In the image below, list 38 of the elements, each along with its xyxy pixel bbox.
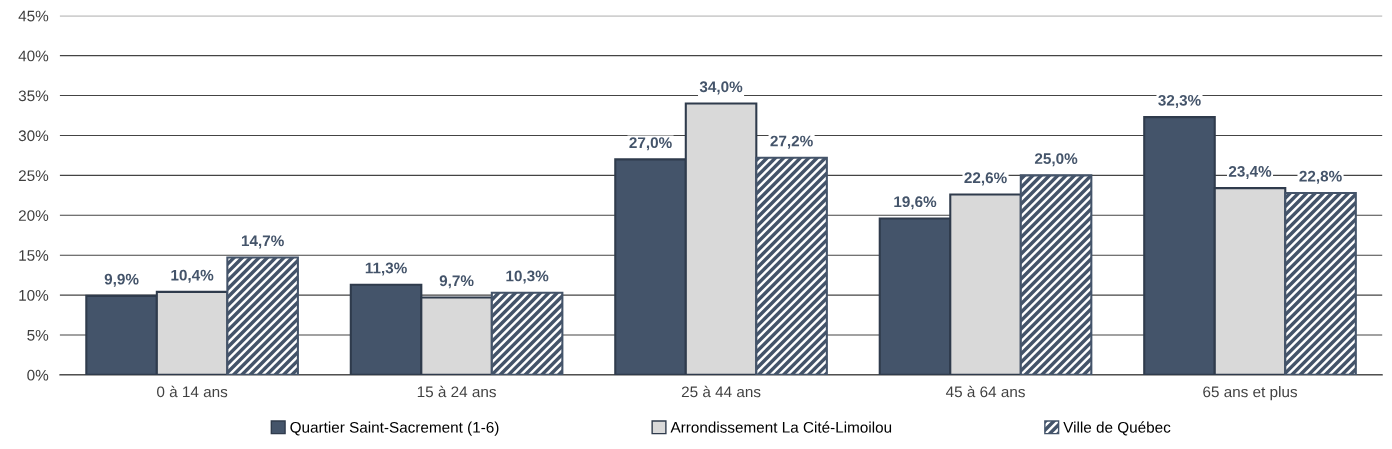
y-tick-label: 0%: [27, 369, 49, 381]
data-label: 9,7%: [439, 275, 474, 289]
data-label: 27,0%: [629, 137, 672, 151]
data-label: 25,0%: [1034, 153, 1078, 167]
y-tick-label: 30%: [18, 130, 49, 142]
x-tick-label: 45 à 64 ans: [945, 385, 1025, 398]
data-label: 10,4%: [171, 269, 214, 283]
y-tick-label: 20%: [18, 210, 49, 221]
y-tick-label: 15%: [19, 250, 49, 261]
y-tick-label: 25%: [18, 170, 49, 182]
y-tick-label: 40%: [18, 50, 49, 62]
data-label: 34,0%: [699, 81, 743, 95]
legend-label: Arrondissement La Cité-Limoilou: [670, 421, 892, 433]
data-label: 22,6%: [964, 172, 1007, 186]
x-tick-label: 65 ans et plus: [1203, 386, 1298, 401]
legend-label: Quartier Saint-Sacrement (1-6): [290, 421, 499, 436]
data-label: 23,4%: [1228, 165, 1272, 179]
data-label: 19,6%: [894, 196, 937, 210]
bar: [1019, 174, 1093, 375]
bar: [490, 291, 564, 375]
y-tick-label: 35%: [18, 90, 49, 102]
legend-label: Ville de Québec: [1063, 421, 1171, 436]
y-tick-label: 10%: [19, 289, 49, 301]
bar: [755, 156, 828, 375]
data-label: 27,2%: [770, 135, 813, 149]
bar: [1284, 191, 1357, 375]
bar: [226, 256, 299, 375]
data-label: 10,3%: [506, 270, 549, 284]
data-label: 9,9%: [104, 273, 139, 287]
x-tick-label: 15 à 24 ans: [417, 385, 496, 398]
data-label: 11,3%: [365, 262, 407, 276]
x-tick-label: 25 à 44 ans: [681, 385, 761, 398]
x-tick-label: 0 à 14 ans: [157, 385, 228, 398]
data-label: 32,3%: [1158, 94, 1201, 108]
y-tick-label: 5%: [27, 329, 49, 341]
data-label: 22,8%: [1299, 170, 1342, 184]
data-label: 14,7%: [241, 235, 284, 249]
y-tick-label: 45%: [18, 10, 49, 22]
